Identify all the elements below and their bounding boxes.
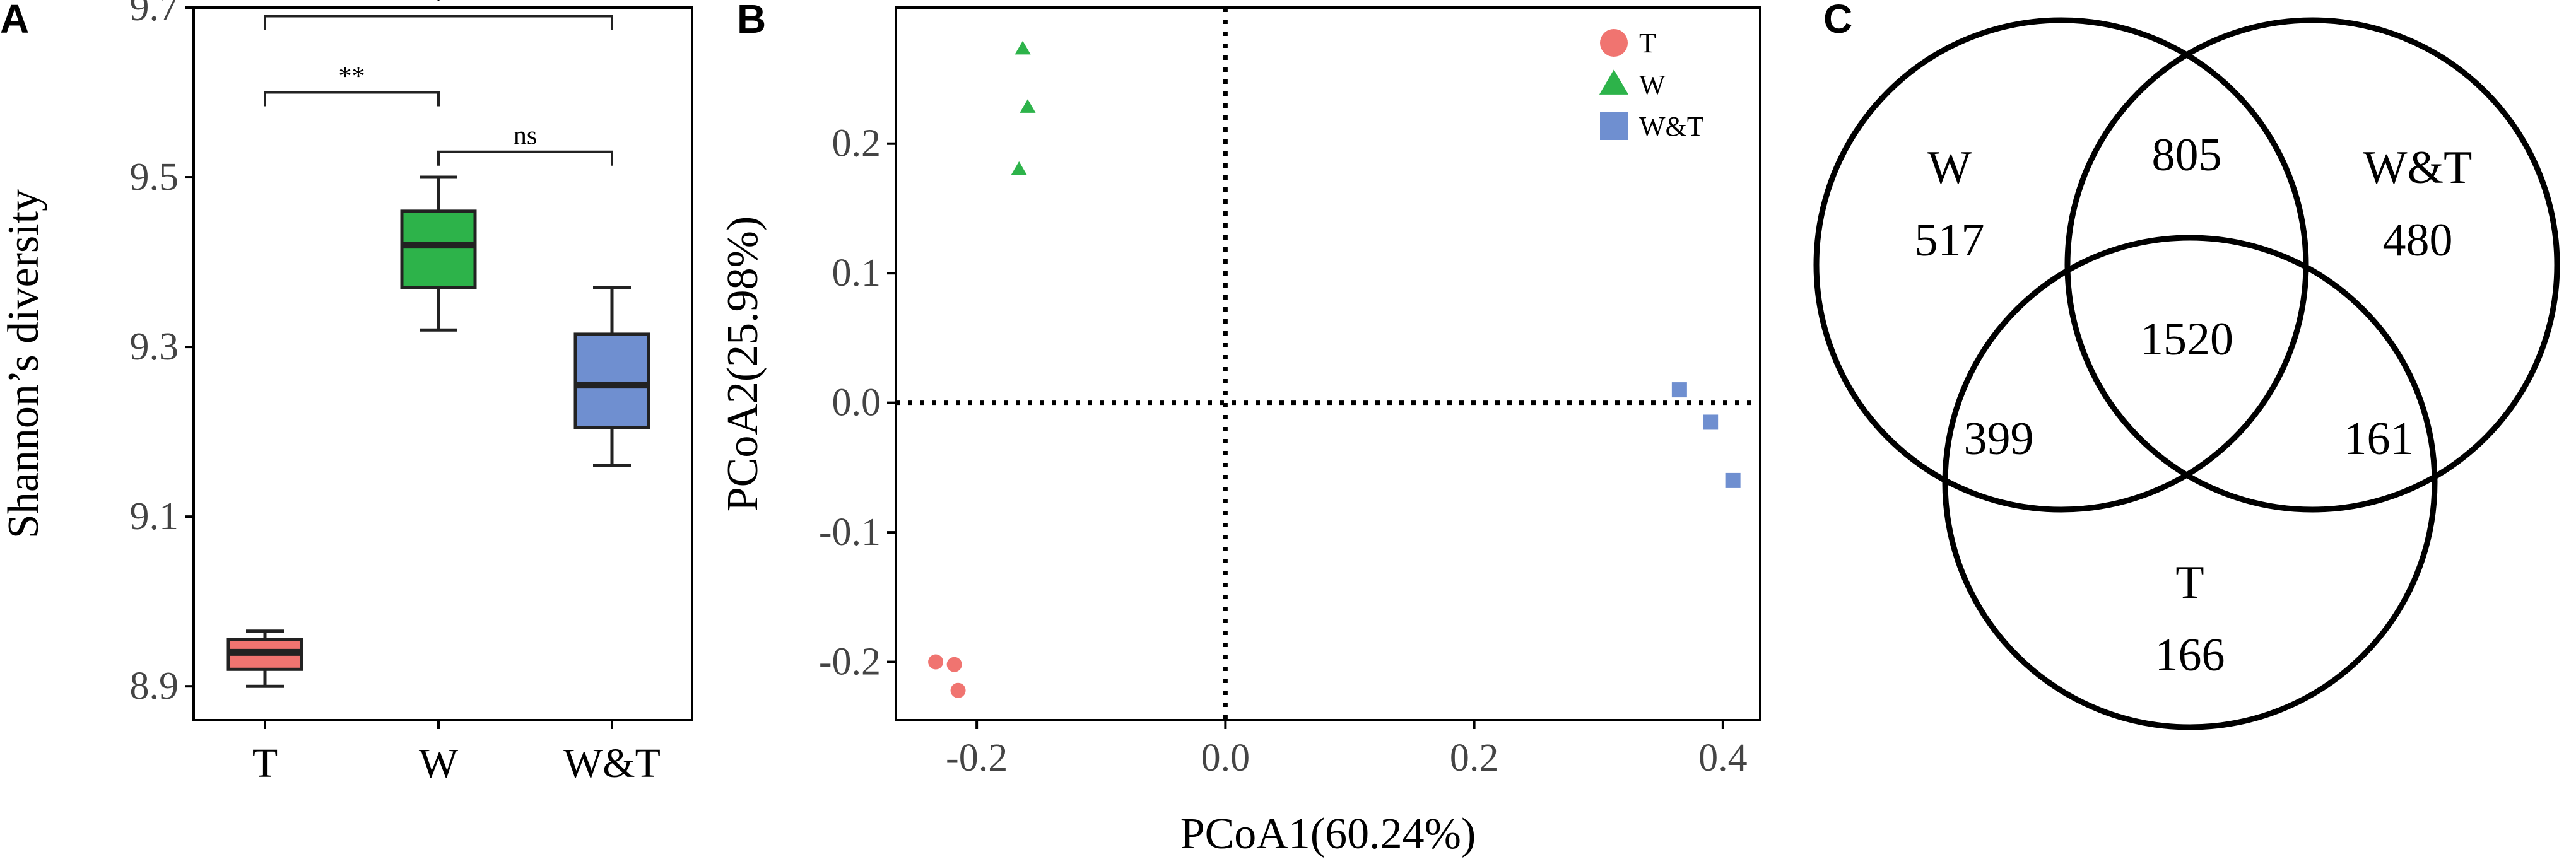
panel-b-xtick-label: 0.0 (1201, 737, 1250, 779)
panel-a-xtick-label: T (252, 740, 278, 786)
panel-a-boxplot: A Shannon’s diversity 8.9 9.1 9.3 9.5 9.7 T W… (0, 0, 693, 786)
legend-w-marker (1599, 69, 1629, 95)
panel-b-ytick-label: -0.2 (819, 641, 881, 684)
point-w (1015, 40, 1031, 55)
panel-a-ytick-label: 9.3 (130, 325, 179, 368)
point-t (928, 654, 944, 670)
venn-value-w-only: 517 (1915, 214, 1985, 266)
panel-b-xtick-label: 0.2 (1450, 737, 1499, 779)
venn-label-t: T (2175, 557, 2204, 609)
panel-a-y-axis: 8.9 9.1 9.3 9.5 9.7 (130, 0, 194, 708)
panel-a-xtick-label: W&T (563, 740, 661, 786)
panel-a-ytick-label: 8.9 (130, 665, 179, 708)
panel-c-letter: C (1823, 0, 1852, 42)
box-w (400, 209, 477, 289)
panel-a-boxes (226, 175, 650, 688)
point-t (946, 657, 962, 672)
panel-a-x-axis: T W W&T (252, 720, 661, 786)
legend-w-label: W (1639, 69, 1666, 100)
panel-b-points (928, 40, 1741, 698)
panel-b-frame (895, 6, 1761, 721)
panel-b-xtick-label: -0.2 (946, 737, 1008, 779)
panel-b-pcoa: B PCoA2(25.98%) PCoA1(60.24%) -0.2 -0.1 0.… (719, 0, 1761, 858)
panel-b-ytick-label: -0.1 (819, 511, 881, 554)
panel-a-ytick-label: 9.1 (130, 495, 179, 538)
sig-t-vs-w-bracket (264, 91, 440, 107)
sig-w-vs-wandt-label: ns (514, 122, 537, 151)
point-wandt (1725, 472, 1741, 488)
panel-b-ylabel: PCoA2(25.98%) (719, 216, 767, 512)
venn-value-t-only: 166 (2155, 629, 2225, 681)
sig-w-vs-wandt-bracket (437, 150, 613, 166)
panel-b-xtick-label: 0.4 (1698, 737, 1748, 779)
legend-wandt-label: W&T (1639, 111, 1704, 142)
panel-b-legend: TW W&T (1599, 28, 1704, 142)
panel-b-ytick-label: 0.1 (832, 252, 881, 295)
panel-a-ylabel: Shannon’s diversity (0, 189, 48, 539)
panel-b-ytick-label: 0.0 (832, 382, 881, 424)
point-wandt (1671, 382, 1687, 398)
panel-b-x-axis: -0.2 0.0 0.2 0.4 (946, 720, 1748, 779)
legend-t-label: T (1639, 28, 1656, 59)
panel-a-significance: ***ns (264, 0, 613, 166)
sig-t-vs-w-label: ** (339, 62, 365, 91)
panel-b-reference-lines (896, 8, 1760, 720)
venn-circle-w (1813, 17, 2309, 513)
point-w (1011, 161, 1027, 175)
venn-circle-wt (2064, 17, 2560, 513)
panel-a-ytick-label: 9.7 (130, 0, 179, 29)
legend-t-marker (1600, 29, 1628, 57)
venn-value-wt-only: 480 (2383, 214, 2453, 266)
point-t (950, 682, 966, 698)
panel-b-ytick-label: 0.2 (832, 122, 881, 165)
sig-t-vs-wandt-label: * (432, 0, 445, 15)
panel-a-letter: A (0, 0, 29, 42)
sig-t-vs-wandt-bracket (264, 15, 613, 30)
panel-a-frame (192, 6, 693, 721)
panel-b-y-axis: -0.2 -0.1 0.0 0.1 0.2 (819, 122, 896, 684)
box-wandt (573, 332, 650, 429)
panel-c-venn: C W 517 W&T 480 T 166 805 1520 399 161 (1813, 0, 2560, 730)
venn-value-wt-t: 161 (2344, 413, 2414, 465)
point-w (1020, 99, 1036, 113)
legend-wandt-marker (1600, 112, 1628, 140)
venn-value-all: 1520 (2140, 313, 2233, 365)
point-wandt (1703, 414, 1719, 430)
venn-circle-t (1942, 235, 2438, 730)
panel-b-letter: B (737, 0, 766, 42)
venn-label-w: W (1927, 142, 1972, 194)
panel-a-ytick-label: 9.5 (130, 156, 179, 199)
panel-a-xtick-label: W (419, 740, 459, 786)
venn-label-wt: W&T (2363, 142, 2473, 194)
venn-value-w-t: 399 (1964, 413, 2034, 465)
panel-b-xlabel: PCoA1(60.24%) (1180, 810, 1476, 858)
venn-value-w-wt: 805 (2152, 129, 2222, 181)
